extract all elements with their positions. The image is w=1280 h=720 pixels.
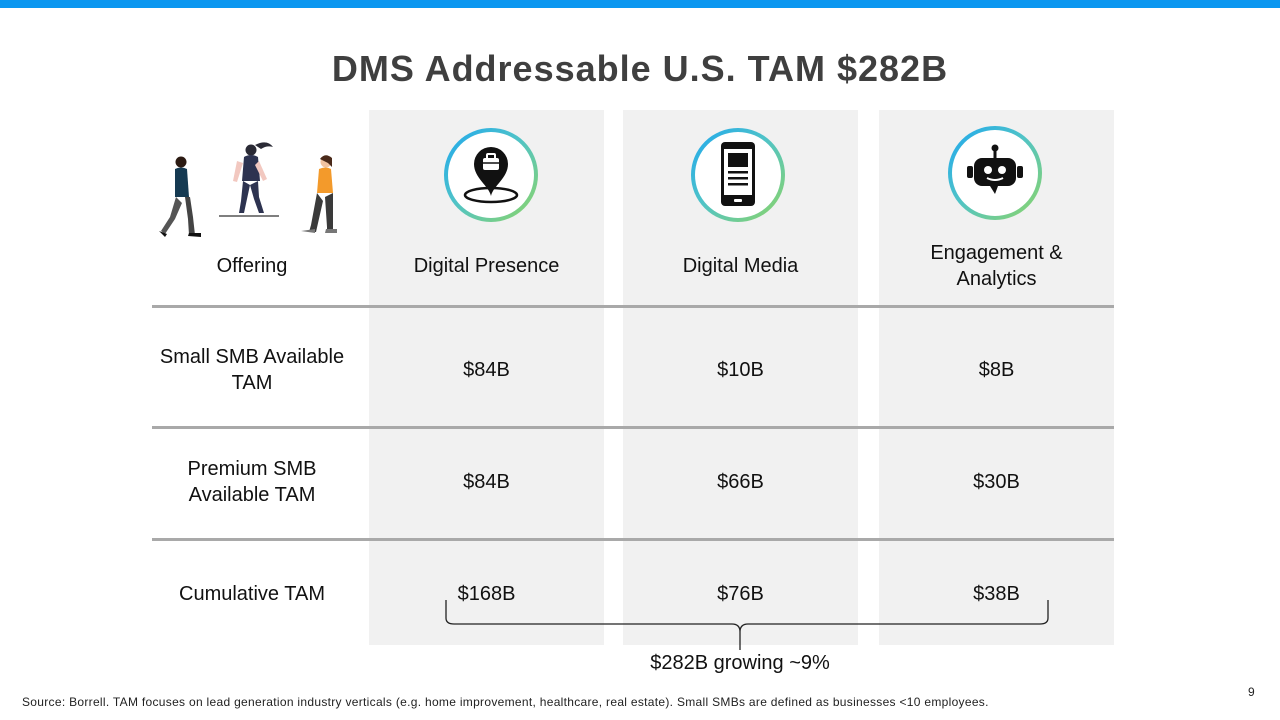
phone-glyph bbox=[721, 142, 755, 206]
row-divider bbox=[152, 305, 1114, 308]
bot-glyph bbox=[967, 144, 1023, 194]
row-divider bbox=[152, 538, 1114, 541]
chatbot-icon bbox=[948, 126, 1042, 220]
page-number: 9 bbox=[1248, 685, 1255, 699]
cell-cumulative-engagement: $38B bbox=[973, 583, 1020, 605]
top-accent-bar bbox=[0, 0, 1280, 8]
page-title: DMS Addressable U.S. TAM $282B bbox=[331, 48, 949, 89]
source-footnote: Source: Borrell. TAM focuses on lead gen… bbox=[22, 695, 989, 709]
pin-glyph bbox=[463, 147, 519, 204]
header-digital-media: Digital Media bbox=[682, 255, 799, 277]
cell-cumulative-media: $76B bbox=[717, 583, 764, 605]
cell-cumulative-presence: $168B bbox=[457, 583, 516, 605]
row-label-cumulative-tam: Cumulative TAM bbox=[179, 583, 325, 605]
header-offering: Offering bbox=[216, 255, 288, 277]
header-digital-presence: Digital Presence bbox=[413, 255, 560, 277]
header-engagement-analytics: Engagement & Analytics bbox=[930, 242, 1063, 290]
cell-small-smb-media: $10B bbox=[717, 359, 764, 381]
smartphone-icon bbox=[691, 128, 785, 222]
cell-premium-smb-presence: $84B bbox=[463, 471, 510, 493]
cell-premium-smb-media: $66B bbox=[717, 471, 764, 493]
row-label-small-smb: Small SMB Available TAM bbox=[159, 346, 345, 394]
row-divider bbox=[152, 426, 1114, 429]
location-pin-briefcase-icon bbox=[444, 128, 538, 222]
total-tam-growth-label: $282B growing ~9% bbox=[650, 652, 830, 674]
people-walking-illustration bbox=[159, 142, 337, 237]
cell-premium-smb-engagement: $30B bbox=[973, 471, 1020, 493]
sum-brace bbox=[445, 600, 1049, 650]
row-label-premium-smb: Premium SMB Available TAM bbox=[187, 458, 317, 506]
cell-small-smb-presence: $84B bbox=[463, 359, 510, 381]
cell-small-smb-engagement: $8B bbox=[978, 359, 1015, 381]
